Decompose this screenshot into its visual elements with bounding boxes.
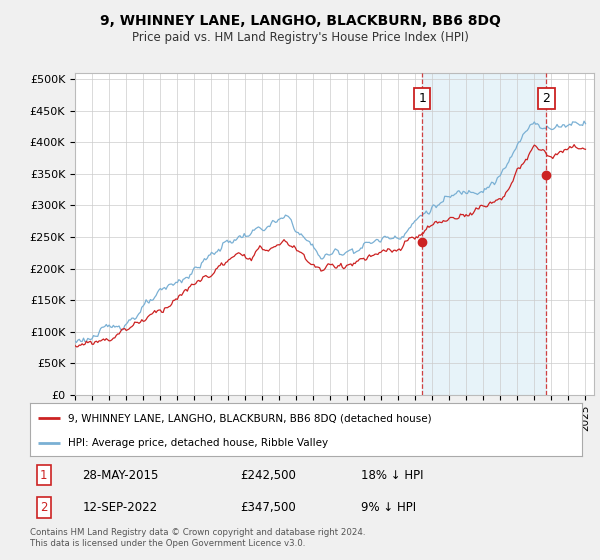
Text: 28-MAY-2015: 28-MAY-2015 (82, 469, 159, 482)
Text: 9, WHINNEY LANE, LANGHO, BLACKBURN, BB6 8DQ: 9, WHINNEY LANE, LANGHO, BLACKBURN, BB6 … (100, 14, 500, 28)
Text: 1: 1 (40, 469, 47, 482)
Text: 2: 2 (542, 92, 550, 105)
Text: 2: 2 (40, 501, 47, 514)
Bar (422, 73, 547, 395)
Text: 12-SEP-2022: 12-SEP-2022 (82, 501, 158, 514)
Text: 9% ↓ HPI: 9% ↓ HPI (361, 501, 416, 514)
Text: £242,500: £242,500 (240, 469, 296, 482)
Text: 9, WHINNEY LANE, LANGHO, BLACKBURN, BB6 8DQ (detached house): 9, WHINNEY LANE, LANGHO, BLACKBURN, BB6 … (68, 413, 431, 423)
Text: £347,500: £347,500 (240, 501, 296, 514)
Text: HPI: Average price, detached house, Ribble Valley: HPI: Average price, detached house, Ribb… (68, 438, 328, 448)
Text: 18% ↓ HPI: 18% ↓ HPI (361, 469, 424, 482)
Text: 1: 1 (418, 92, 426, 105)
Text: Contains HM Land Registry data © Crown copyright and database right 2024.
This d: Contains HM Land Registry data © Crown c… (30, 528, 365, 548)
Text: Price paid vs. HM Land Registry's House Price Index (HPI): Price paid vs. HM Land Registry's House … (131, 31, 469, 44)
